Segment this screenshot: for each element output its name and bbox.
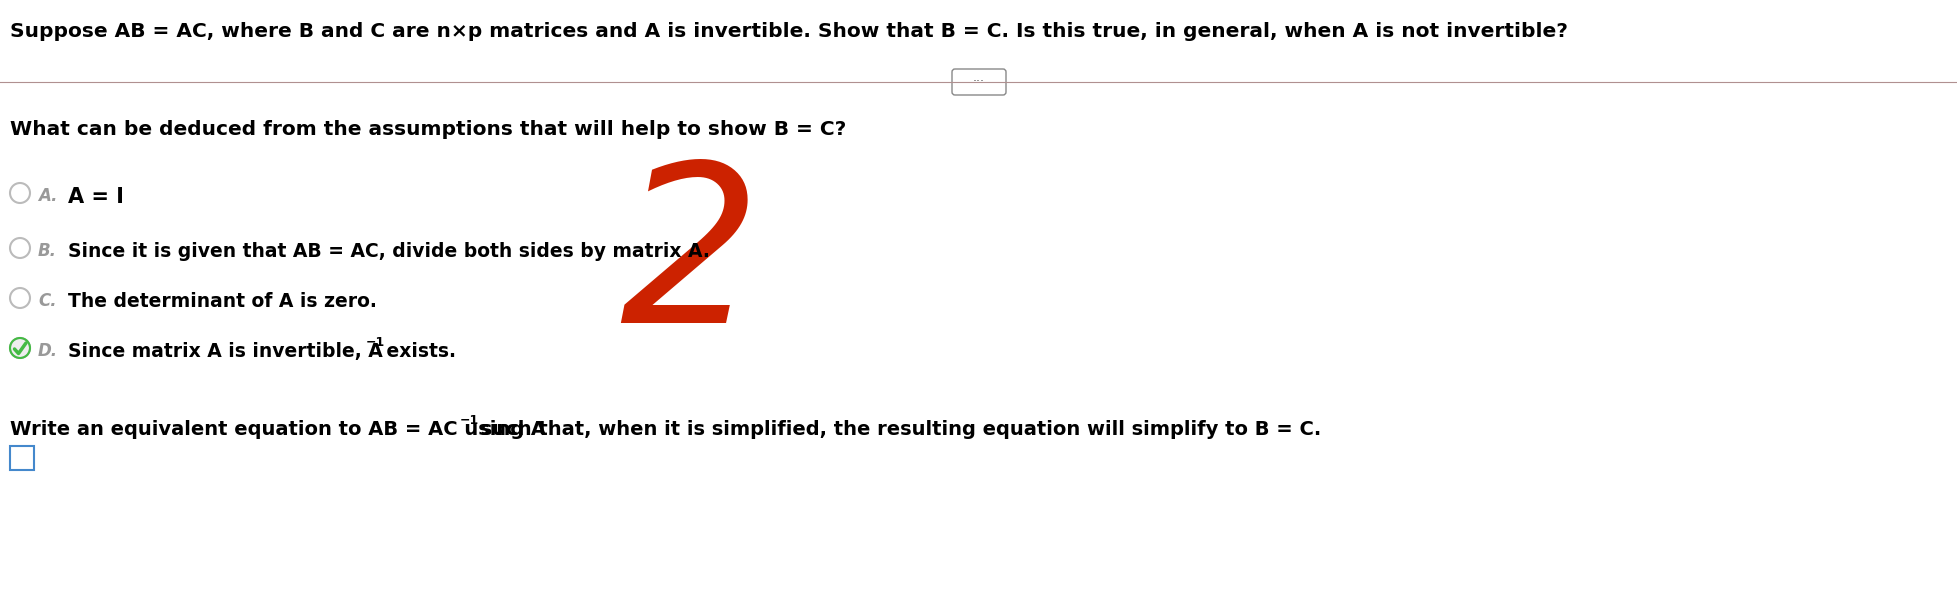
Text: Suppose AB = AC, where B and C are n×p matrices and A is invertible. Show that B: Suppose AB = AC, where B and C are n×p m… xyxy=(10,22,1568,41)
Text: The determinant of A is zero.: The determinant of A is zero. xyxy=(68,292,376,311)
Text: B.: B. xyxy=(37,242,57,260)
Text: 2: 2 xyxy=(618,155,761,369)
Text: A = I: A = I xyxy=(68,187,123,207)
Text: −1: −1 xyxy=(366,336,386,349)
Bar xyxy=(10,446,33,470)
Text: Write an equivalent equation to AB = AC using A: Write an equivalent equation to AB = AC … xyxy=(10,420,546,439)
Text: such that, when it is simplified, the resulting equation will simplify to B = C.: such that, when it is simplified, the re… xyxy=(474,420,1321,439)
Text: C.: C. xyxy=(37,292,57,310)
Text: Since it is given that AB = AC, divide both sides by matrix A.: Since it is given that AB = AC, divide b… xyxy=(68,242,710,261)
Text: ···: ··· xyxy=(973,76,984,88)
Text: Since matrix A is invertible, A: Since matrix A is invertible, A xyxy=(68,342,382,361)
Text: A.: A. xyxy=(37,187,57,205)
Circle shape xyxy=(10,338,29,358)
Text: D.: D. xyxy=(37,342,59,360)
Text: −1: −1 xyxy=(460,414,479,427)
Text: What can be deduced from the assumptions that will help to show B = C?: What can be deduced from the assumptions… xyxy=(10,120,845,139)
Text: exists.: exists. xyxy=(380,342,456,361)
FancyBboxPatch shape xyxy=(951,69,1006,95)
